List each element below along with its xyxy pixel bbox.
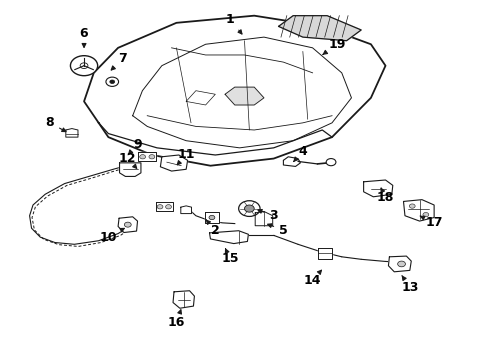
Polygon shape [209,231,248,244]
Circle shape [238,201,260,216]
Text: 7: 7 [111,52,127,70]
Text: 18: 18 [376,188,393,204]
Polygon shape [160,155,187,171]
Polygon shape [224,87,264,105]
Text: 1: 1 [225,13,242,34]
Polygon shape [278,16,361,41]
Text: 17: 17 [419,216,442,229]
Polygon shape [119,163,141,176]
Circle shape [208,215,214,220]
Circle shape [397,261,405,267]
Polygon shape [204,212,219,223]
Circle shape [325,158,335,166]
Text: 16: 16 [167,310,185,329]
Polygon shape [173,291,194,308]
Polygon shape [255,211,272,226]
Polygon shape [317,248,331,259]
Text: 14: 14 [303,270,321,287]
Polygon shape [84,16,385,166]
Circle shape [110,80,115,84]
Circle shape [244,205,254,212]
Text: 11: 11 [177,148,195,165]
Text: 2: 2 [206,220,219,237]
Text: 3: 3 [258,209,277,222]
Polygon shape [186,91,215,105]
Text: 9: 9 [128,138,142,154]
Circle shape [157,204,163,209]
Circle shape [165,204,171,209]
Polygon shape [181,206,191,213]
Text: 15: 15 [221,249,238,265]
Polygon shape [283,157,300,166]
Polygon shape [403,200,433,221]
Polygon shape [66,129,78,137]
Text: 19: 19 [323,38,345,54]
Polygon shape [387,256,410,272]
Polygon shape [118,217,137,233]
Text: 8: 8 [45,116,66,132]
Text: 5: 5 [267,224,287,237]
Polygon shape [363,180,392,197]
Text: 10: 10 [100,228,124,244]
Circle shape [124,222,131,227]
Polygon shape [138,152,156,161]
Text: 13: 13 [400,275,418,294]
Circle shape [70,56,98,76]
Polygon shape [156,202,172,211]
Text: 12: 12 [119,152,137,168]
Circle shape [106,77,118,86]
Circle shape [149,155,155,159]
Circle shape [422,212,428,217]
Circle shape [408,204,414,208]
Circle shape [140,155,145,159]
Text: 4: 4 [293,145,306,162]
Text: 6: 6 [80,27,88,48]
